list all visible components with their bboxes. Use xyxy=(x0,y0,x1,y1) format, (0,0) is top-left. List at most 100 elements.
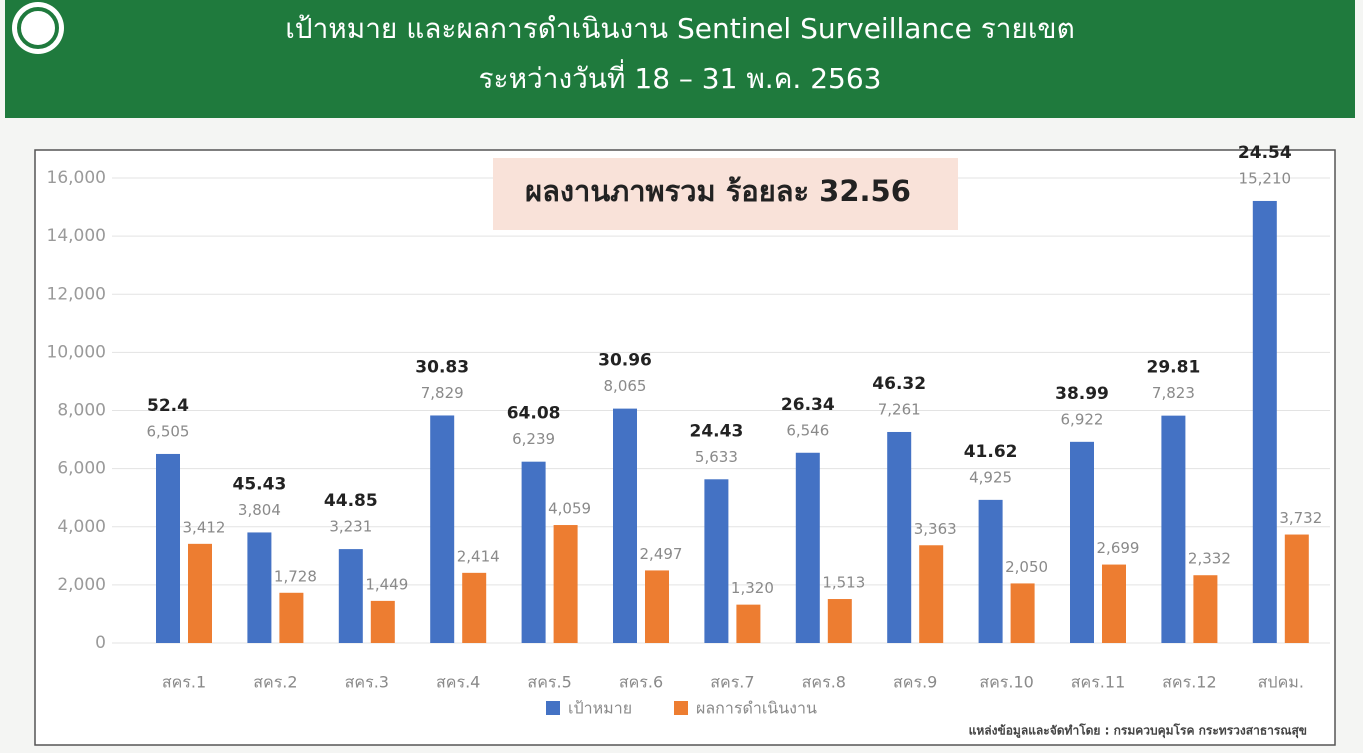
rate-label: 30.83 xyxy=(415,357,469,377)
y-tick-label: 4,000 xyxy=(57,517,106,537)
value-label: 4,059 xyxy=(548,500,591,518)
bar xyxy=(1161,415,1186,643)
value-label: 2,497 xyxy=(640,545,683,563)
value-label: 3,412 xyxy=(183,518,226,536)
bar xyxy=(521,461,546,643)
bar xyxy=(156,453,180,643)
bar xyxy=(553,525,578,643)
y-tick-label: 0 xyxy=(95,633,106,653)
bar xyxy=(1102,564,1126,643)
x-tick-label: สคร.3 xyxy=(345,673,389,692)
value-label: 7,829 xyxy=(421,384,464,402)
rate-label: 52.4 xyxy=(147,396,189,416)
rate-label: 38.99 xyxy=(1055,384,1109,404)
bar xyxy=(1252,200,1277,643)
x-tick-label: สคร.2 xyxy=(253,673,297,692)
overall-text: ผลงานภาพรวม ร้อยละ 32.56 xyxy=(525,174,911,208)
value-label: 6,922 xyxy=(1061,410,1104,428)
rate-label: 41.62 xyxy=(964,442,1018,462)
x-tick-label: สคร.6 xyxy=(619,673,663,692)
rate-label: 45.43 xyxy=(233,474,287,494)
bar xyxy=(645,570,669,643)
bar xyxy=(338,549,363,643)
bar xyxy=(188,543,212,643)
title: เป้าหมาย และผลการดำเนินงาน Sentinel Surv… xyxy=(285,12,1075,45)
bar xyxy=(247,532,272,643)
bar xyxy=(1193,575,1218,643)
rate-label: 46.32 xyxy=(872,374,926,394)
value-label: 1,449 xyxy=(365,575,408,593)
y-tick-label: 6,000 xyxy=(57,459,106,479)
value-label: 3,363 xyxy=(914,520,957,538)
y-tick-label: 8,000 xyxy=(57,401,106,421)
value-label: 3,732 xyxy=(1279,509,1322,527)
value-label: 1,728 xyxy=(274,567,317,585)
bar xyxy=(462,572,487,643)
bar xyxy=(370,600,395,643)
bar xyxy=(919,545,944,643)
rate-label: 44.85 xyxy=(324,491,378,511)
bar xyxy=(795,452,820,643)
header-band xyxy=(5,0,1355,118)
legend-label: เป้าหมาย xyxy=(568,699,632,718)
y-tick-label: 10,000 xyxy=(47,342,106,362)
value-label: 8,065 xyxy=(604,377,647,395)
y-tick-label: 14,000 xyxy=(47,226,106,246)
bar xyxy=(887,431,912,643)
x-tick-label: สคร.5 xyxy=(527,673,571,692)
rate-label: 26.34 xyxy=(781,395,835,415)
rate-label: 64.08 xyxy=(507,404,561,424)
x-tick-label: สคร.1 xyxy=(162,673,206,692)
overall-box xyxy=(493,158,958,230)
subtitle: ระหว่างวันที่ 18 – 31 พ.ค. 2563 xyxy=(479,59,882,95)
value-label: 7,261 xyxy=(878,400,921,418)
chart-frame xyxy=(34,149,1336,746)
bar xyxy=(736,604,761,643)
value-label: 4,925 xyxy=(969,468,1012,486)
bar xyxy=(1010,583,1035,643)
value-label: 5,633 xyxy=(695,448,738,466)
bar xyxy=(1284,534,1309,643)
bar xyxy=(1070,441,1094,643)
x-tick-label: สปคม. xyxy=(1258,673,1304,692)
legend-swatch xyxy=(674,701,688,715)
rate-label: 24.54 xyxy=(1238,143,1292,163)
bar xyxy=(978,499,1003,643)
value-label: 2,699 xyxy=(1097,539,1140,557)
value-label: 1,513 xyxy=(822,574,865,592)
x-tick-label: สคร.8 xyxy=(802,673,846,692)
x-tick-label: สคร.10 xyxy=(979,673,1034,692)
bar xyxy=(704,479,729,643)
bar xyxy=(827,599,852,643)
x-tick-label: สคร.7 xyxy=(710,673,754,692)
bar xyxy=(430,415,455,643)
value-label: 7,823 xyxy=(1152,384,1195,402)
plot: 0 2,000 4,000 6,000 8,000 10,000 12,000 14,000 1… xyxy=(47,143,1330,718)
x-tick-label: สคร.9 xyxy=(893,673,937,692)
rate-label: 30.96 xyxy=(598,351,652,371)
value-label: 3,804 xyxy=(238,501,281,519)
x-tick-label: สคร.11 xyxy=(1071,673,1126,692)
bar xyxy=(613,408,637,643)
y-tick-label: 12,000 xyxy=(47,284,106,304)
logo-ring xyxy=(17,7,59,49)
legend-swatch xyxy=(546,701,560,715)
rate-label: 24.43 xyxy=(690,421,744,441)
bar xyxy=(279,592,304,643)
value-label: 6,505 xyxy=(147,422,190,440)
legend-label: ผลการดำเนินงาน xyxy=(696,699,817,718)
value-label: 1,320 xyxy=(731,579,774,597)
value-label: 15,210 xyxy=(1239,169,1292,187)
source: แหล่งข้อมูลและจัดทำโดย : กรมควบคุมโรค กร… xyxy=(969,723,1307,739)
value-label: 3,231 xyxy=(329,518,372,536)
x-tick-label: สคร.12 xyxy=(1162,673,1217,692)
rate-label: 29.81 xyxy=(1147,358,1201,378)
y-tick-label: 16,000 xyxy=(47,168,106,188)
value-label: 2,050 xyxy=(1005,558,1048,576)
value-label: 2,414 xyxy=(457,547,500,565)
y-tick-label: 2,000 xyxy=(57,575,106,595)
value-label: 2,332 xyxy=(1188,550,1231,568)
value-label: 6,239 xyxy=(512,430,555,448)
